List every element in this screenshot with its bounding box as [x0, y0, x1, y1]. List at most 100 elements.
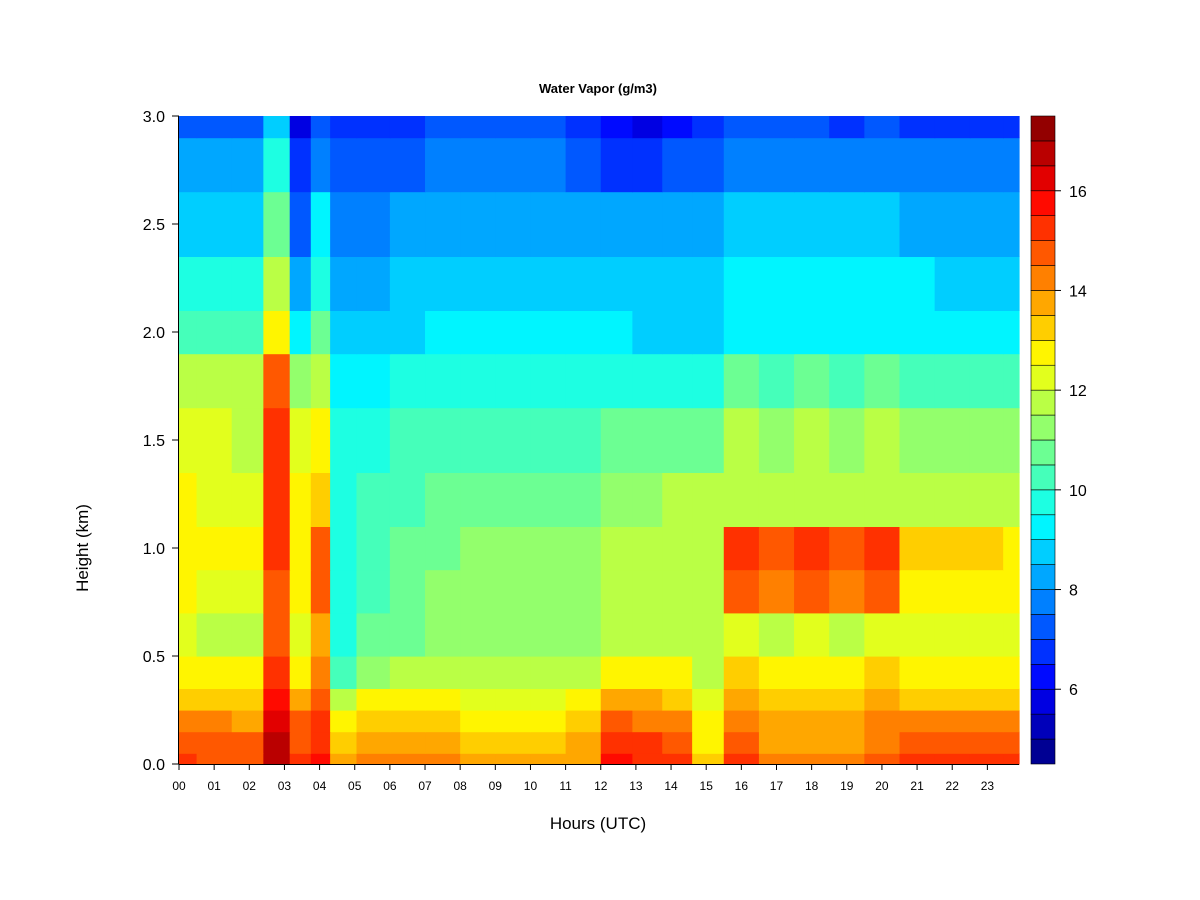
heatmap-cell — [632, 353, 663, 409]
colorbar-segment — [1030, 439, 1056, 466]
heatmap-cell — [263, 753, 291, 765]
colorbar-segment — [1030, 240, 1056, 266]
heatmap-cell — [565, 731, 602, 754]
heatmap-cell — [692, 116, 725, 139]
heatmap-cell — [330, 256, 358, 311]
heatmap-cell — [289, 310, 312, 355]
heatmap-cell — [758, 137, 795, 193]
colorbar-segment — [1030, 265, 1056, 291]
heatmap-cell — [310, 256, 331, 311]
heatmap-cell — [530, 116, 567, 139]
heatmap-cell — [425, 137, 461, 193]
heatmap-cell — [460, 353, 496, 409]
heatmap-cell — [231, 137, 264, 193]
heatmap-cell — [231, 407, 264, 473]
heatmap-cell — [530, 137, 567, 193]
heatmap-cell — [196, 256, 233, 311]
heatmap-cell — [969, 407, 1004, 473]
heatmap-cell — [565, 310, 602, 355]
heatmap-cell — [969, 116, 1004, 139]
heatmap-cell — [389, 256, 426, 311]
heatmap-cell — [565, 472, 602, 527]
heatmap-cell — [460, 753, 496, 765]
colorbar-segment — [1030, 389, 1056, 416]
heatmap-cell — [692, 688, 725, 711]
heatmap-cell — [969, 526, 1004, 571]
heatmap-cell — [969, 191, 1004, 257]
heatmap-cell — [356, 407, 391, 473]
heatmap-cell — [389, 688, 426, 711]
heatmap-cell — [356, 731, 391, 754]
heatmap-cell — [460, 526, 496, 571]
heatmap-cell — [864, 569, 901, 614]
colorbar-segment — [1030, 639, 1056, 665]
heatmap-cell — [460, 191, 496, 257]
heatmap-cell — [495, 731, 532, 754]
heatmap-cell — [662, 191, 693, 257]
heatmap-cell — [829, 656, 865, 689]
heatmap-cell — [934, 526, 971, 571]
heatmap-cell — [310, 472, 331, 527]
heatmap-cell — [565, 656, 602, 689]
heatmap-cell — [1003, 353, 1020, 409]
heatmap-cell — [330, 731, 358, 754]
heatmap-cell — [864, 191, 901, 257]
heatmap-cell — [460, 731, 496, 754]
y-tick-label: 3.0 — [143, 109, 165, 126]
heatmap-cell — [495, 526, 532, 571]
heatmap-cell — [600, 191, 633, 257]
heatmap-cell — [179, 472, 198, 527]
heatmap-cell — [723, 256, 760, 311]
heatmap-cell — [460, 569, 496, 614]
colorbar-segment — [1030, 688, 1056, 715]
heatmap-cell — [1003, 137, 1020, 193]
heatmap-cell — [600, 256, 633, 311]
heatmap-cell — [723, 688, 760, 711]
heatmap-cell — [1003, 191, 1020, 257]
heatmap-cell — [969, 656, 1004, 689]
heatmap-cell — [565, 612, 602, 657]
heatmap-plot-area — [179, 116, 1020, 765]
heatmap-cell — [1003, 472, 1020, 527]
heatmap-cell — [179, 753, 198, 765]
heatmap-cell — [794, 656, 830, 689]
colorbar-segment — [1030, 614, 1056, 640]
heatmap-cell — [1003, 612, 1020, 657]
heatmap-cell — [565, 688, 602, 711]
heatmap-cell — [794, 526, 830, 571]
heatmap-cell — [969, 688, 1004, 711]
heatmap-cell — [662, 753, 693, 765]
heatmap-cell — [758, 256, 795, 311]
heatmap-cell — [692, 731, 725, 754]
x-tick-label: 11 — [559, 779, 572, 793]
heatmap-cell — [758, 472, 795, 527]
heatmap-cell — [196, 731, 233, 754]
heatmap-cell — [794, 353, 830, 409]
heatmap-cell — [495, 191, 532, 257]
heatmap-cell — [530, 310, 567, 355]
heatmap-cell — [231, 116, 264, 139]
heatmap-cell — [794, 137, 830, 193]
heatmap-cell — [330, 569, 358, 614]
heatmap-cell — [356, 656, 391, 689]
heatmap-cell — [530, 656, 567, 689]
x-tick-label: 19 — [840, 779, 854, 793]
heatmap-cell — [829, 688, 865, 711]
heatmap-cell — [196, 526, 233, 571]
heatmap-cell — [263, 612, 291, 657]
heatmap-cell — [389, 753, 426, 765]
heatmap-cell — [758, 407, 795, 473]
heatmap-cell — [460, 656, 496, 689]
heatmap-cell — [289, 256, 312, 311]
heatmap-cell — [692, 137, 725, 193]
heatmap-cell — [864, 731, 901, 754]
heatmap-cell — [1003, 753, 1020, 765]
heatmap-cell — [758, 731, 795, 754]
heatmap-cell — [829, 612, 865, 657]
heatmap-cell — [289, 472, 312, 527]
heatmap-cell — [934, 731, 971, 754]
colorbar-segment — [1030, 564, 1056, 590]
heatmap-cell — [425, 353, 461, 409]
heatmap-cell — [934, 569, 971, 614]
heatmap-cell — [758, 310, 795, 355]
